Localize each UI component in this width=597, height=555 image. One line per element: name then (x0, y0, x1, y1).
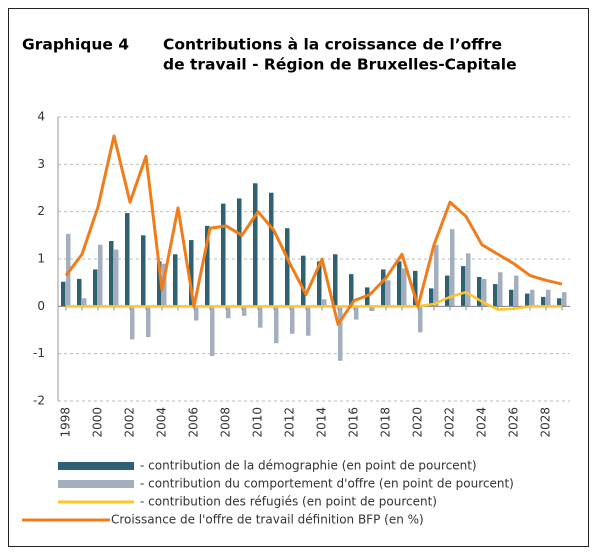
bar (541, 296, 546, 307)
bar (226, 306, 231, 319)
legend-label: - contribution des réfugiés (en point de… (140, 495, 437, 509)
x-tick-label: 2008 (219, 407, 233, 438)
bar (557, 298, 562, 307)
x-tick-label: 2002 (123, 407, 137, 438)
x-tick-label: 2010 (251, 407, 265, 438)
bar (386, 280, 391, 307)
chart-title: Contributions à la croissance de l’offre (163, 36, 502, 54)
bar (109, 241, 114, 307)
bar (306, 306, 311, 336)
bar (509, 289, 514, 307)
x-tick-label: 2004 (155, 407, 169, 438)
x-tick-label: 2000 (91, 407, 105, 438)
y-tick-label: -1 (33, 346, 45, 360)
bar (418, 306, 423, 333)
bar (221, 203, 226, 307)
bar (493, 284, 498, 307)
bar (194, 306, 199, 321)
bar (93, 269, 98, 307)
legend-swatch (58, 462, 134, 470)
bar (205, 225, 210, 307)
x-tick-label: 2012 (283, 407, 297, 438)
x-tick-label: 2026 (507, 407, 521, 438)
bar (322, 299, 327, 307)
bar (290, 306, 295, 334)
bar (61, 281, 66, 307)
bar (333, 254, 338, 307)
bar (338, 306, 343, 361)
x-tick-label: 2020 (411, 407, 425, 438)
x-tick-label: 2006 (187, 407, 201, 438)
bar (242, 306, 247, 316)
bar (402, 268, 407, 307)
bar (562, 292, 567, 307)
bar (210, 306, 215, 357)
bar (301, 255, 306, 307)
bar (274, 306, 279, 344)
bar (381, 269, 386, 307)
legend-label: - contribution de la démographie (en poi… (140, 459, 477, 473)
bar (173, 254, 178, 307)
bar (349, 274, 354, 307)
y-tick-label: 4 (37, 110, 45, 124)
bar (141, 235, 146, 307)
bar (157, 261, 162, 307)
x-tick-label: 2024 (475, 407, 489, 438)
bar (189, 240, 194, 307)
bar (146, 306, 151, 338)
bar (370, 306, 375, 312)
bar (354, 306, 359, 320)
chart-title: de travail - Région de Bruxelles-Capital… (163, 56, 517, 74)
bar (546, 289, 551, 307)
bar (482, 278, 487, 307)
bar (429, 288, 434, 307)
bar (445, 275, 450, 307)
legend-swatch (58, 480, 134, 488)
y-tick-label: -2 (33, 394, 45, 408)
x-tick-label: 2016 (347, 407, 361, 438)
line (66, 290, 562, 311)
bar (450, 229, 455, 307)
y-tick-label: 1 (37, 252, 45, 266)
bar (461, 266, 466, 307)
bar (466, 253, 471, 307)
bar (317, 261, 322, 307)
bar (413, 270, 418, 307)
bar (98, 244, 103, 307)
bar (498, 272, 503, 307)
bar (530, 289, 535, 307)
bar (258, 306, 263, 328)
bar (525, 293, 530, 307)
x-tick-label: 2014 (315, 407, 329, 438)
bar (477, 276, 482, 307)
x-tick-label: 2022 (443, 407, 457, 438)
x-tick-label: 2028 (539, 407, 553, 438)
bar (434, 244, 439, 307)
bar (514, 275, 519, 307)
bar (285, 228, 290, 307)
line (64, 134, 563, 326)
bar (114, 249, 119, 307)
x-tick-label: 1998 (59, 407, 73, 438)
bar (397, 261, 402, 307)
chart-label: Graphique 4 (22, 36, 129, 54)
bar (269, 192, 274, 307)
y-tick-label: 0 (37, 299, 45, 313)
bar (237, 198, 242, 307)
legend-label: Croissance de l'offre de travail définit… (111, 513, 424, 527)
x-tick-label: 2018 (379, 407, 393, 438)
bar (82, 298, 87, 307)
bar (130, 306, 135, 340)
bar (125, 213, 130, 307)
legend-label: - contribution du comportement d'offre (… (140, 477, 514, 491)
y-tick-label: 2 (37, 204, 45, 218)
y-tick-label: 3 (37, 157, 45, 171)
bar (77, 278, 82, 307)
bar (253, 183, 258, 307)
